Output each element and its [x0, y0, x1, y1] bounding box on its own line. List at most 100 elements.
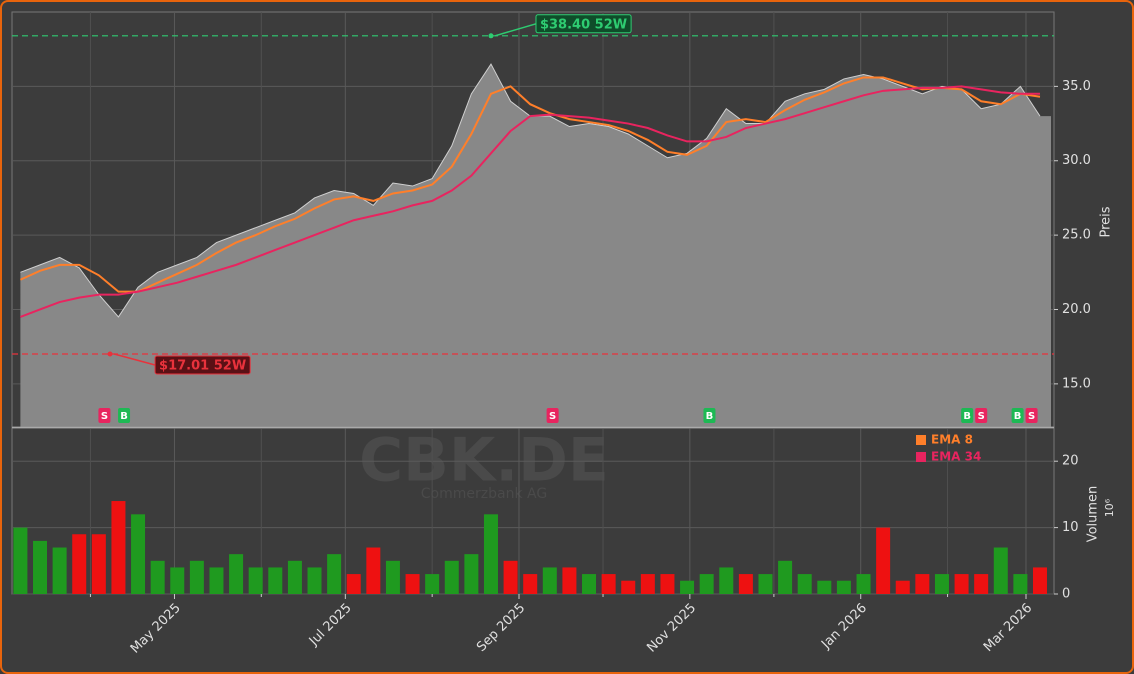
volume-bar: [287, 560, 302, 594]
volume-bar: [483, 514, 498, 594]
volume-axis-label: Volumen: [1086, 486, 1101, 543]
volume-bar: [346, 574, 361, 594]
volume-bar: [13, 527, 28, 594]
volume-bar: [719, 567, 734, 594]
volume-bar: [895, 580, 910, 594]
volume-bar: [150, 560, 165, 594]
signal-badge: [1011, 408, 1024, 423]
y-tick-label: 15.0: [1062, 376, 1091, 391]
volume-bar: [248, 567, 263, 594]
legend-label: EMA 8: [931, 433, 973, 447]
signal-badge: [118, 408, 131, 423]
x-tick-label: Jan 2026: [818, 601, 870, 653]
signal-label: S: [978, 411, 985, 422]
volume-bar: [523, 574, 538, 594]
volume-bar: [189, 560, 204, 594]
volume-bar: [778, 560, 793, 594]
volume-bar: [699, 574, 714, 594]
annotation-point: [107, 351, 113, 357]
volume-bar: [582, 574, 597, 594]
annotation: $17.01 52W: [154, 355, 251, 375]
volume-bar: [640, 574, 655, 594]
signal-badge: [703, 408, 716, 423]
legend-label: EMA 34: [931, 450, 981, 464]
volume-bar: [680, 580, 695, 594]
ema-line: [19, 76, 1041, 293]
volume-bar: [660, 574, 675, 594]
volume-bar: [131, 514, 146, 594]
annotation-arrow: [113, 353, 156, 366]
volume-bar: [170, 567, 185, 594]
x-tick-label: Mar 2026: [981, 601, 1035, 655]
volume-bar: [425, 574, 440, 594]
signal-badge: [98, 408, 111, 423]
signal-label: B: [706, 411, 714, 422]
y-tick-label: 30.0: [1062, 153, 1091, 168]
volume-bar: [1013, 574, 1028, 594]
volume-bar: [601, 574, 616, 594]
volume-bar: [72, 534, 87, 594]
volume-bar: [915, 574, 930, 594]
volume-bar: [934, 574, 949, 594]
volume-bar: [562, 567, 577, 594]
volume-bar: [856, 574, 871, 594]
volume-bar: [876, 527, 891, 594]
y-axis-label: Preis: [1099, 206, 1114, 237]
volume-bar: [464, 554, 479, 594]
annotation-label: $17.01 52W: [159, 358, 246, 373]
ema-line: [20, 85, 1040, 318]
volume-bar: [1032, 567, 1047, 594]
signal-badge: [1025, 408, 1038, 423]
volume-bar: [91, 534, 106, 594]
x-tick-label: May 2025: [128, 601, 184, 657]
volume-bar: [503, 560, 518, 594]
y-tick-label: 35.0: [1062, 79, 1091, 94]
volume-bar: [111, 501, 126, 594]
volume-bar: [366, 547, 381, 594]
volume-bar: [797, 574, 812, 594]
signal-label: B: [120, 411, 128, 422]
price-area: [20, 64, 1052, 428]
volume-tick-label: 20: [1062, 454, 1079, 469]
watermark: Commerzbank AG: [421, 486, 547, 502]
x-tick-label: Nov 2025: [644, 601, 699, 656]
legend-swatch: [916, 435, 926, 445]
volume-bar: [836, 580, 851, 594]
volume-bar: [542, 567, 557, 594]
annotation-box: [154, 355, 251, 375]
volume-bar: [307, 567, 322, 594]
annotation-point: [488, 33, 494, 39]
signal-badge: [961, 408, 974, 423]
legend-swatch: [916, 452, 926, 462]
volume-bar: [993, 547, 1008, 594]
annotation-arrow: [494, 23, 537, 37]
watermark: CBK.DE: [359, 426, 609, 496]
signal-label: S: [549, 411, 556, 422]
x-tick-label: Jul 2025: [306, 601, 355, 650]
signal-label: B: [963, 411, 971, 422]
volume-bar: [327, 554, 342, 594]
signal-label: S: [1028, 411, 1035, 422]
volume-bar: [229, 554, 244, 594]
y-tick-label: 25.0: [1062, 228, 1091, 243]
volume-bar: [738, 574, 753, 594]
volume-unit: 10⁶: [1103, 498, 1116, 517]
volume-bar: [33, 540, 48, 594]
signal-badge: [975, 408, 988, 423]
signal-badge: [546, 408, 559, 423]
volume-bar: [405, 574, 420, 594]
volume-bar: [209, 567, 224, 594]
volume-tick-label: 0: [1062, 587, 1070, 602]
volume-bar: [385, 560, 400, 594]
volume-bar: [621, 580, 636, 594]
annotation: $38.40 52W: [535, 14, 632, 34]
x-tick-label: Sep 2025: [474, 601, 528, 655]
y-tick-label: 20.0: [1062, 302, 1091, 317]
volume-bar: [817, 580, 832, 594]
annotation-box: [535, 14, 632, 34]
signal-label: S: [101, 411, 108, 422]
volume-bar: [974, 574, 989, 594]
volume-bar: [52, 547, 67, 594]
annotation-label: $38.40 52W: [540, 17, 627, 32]
